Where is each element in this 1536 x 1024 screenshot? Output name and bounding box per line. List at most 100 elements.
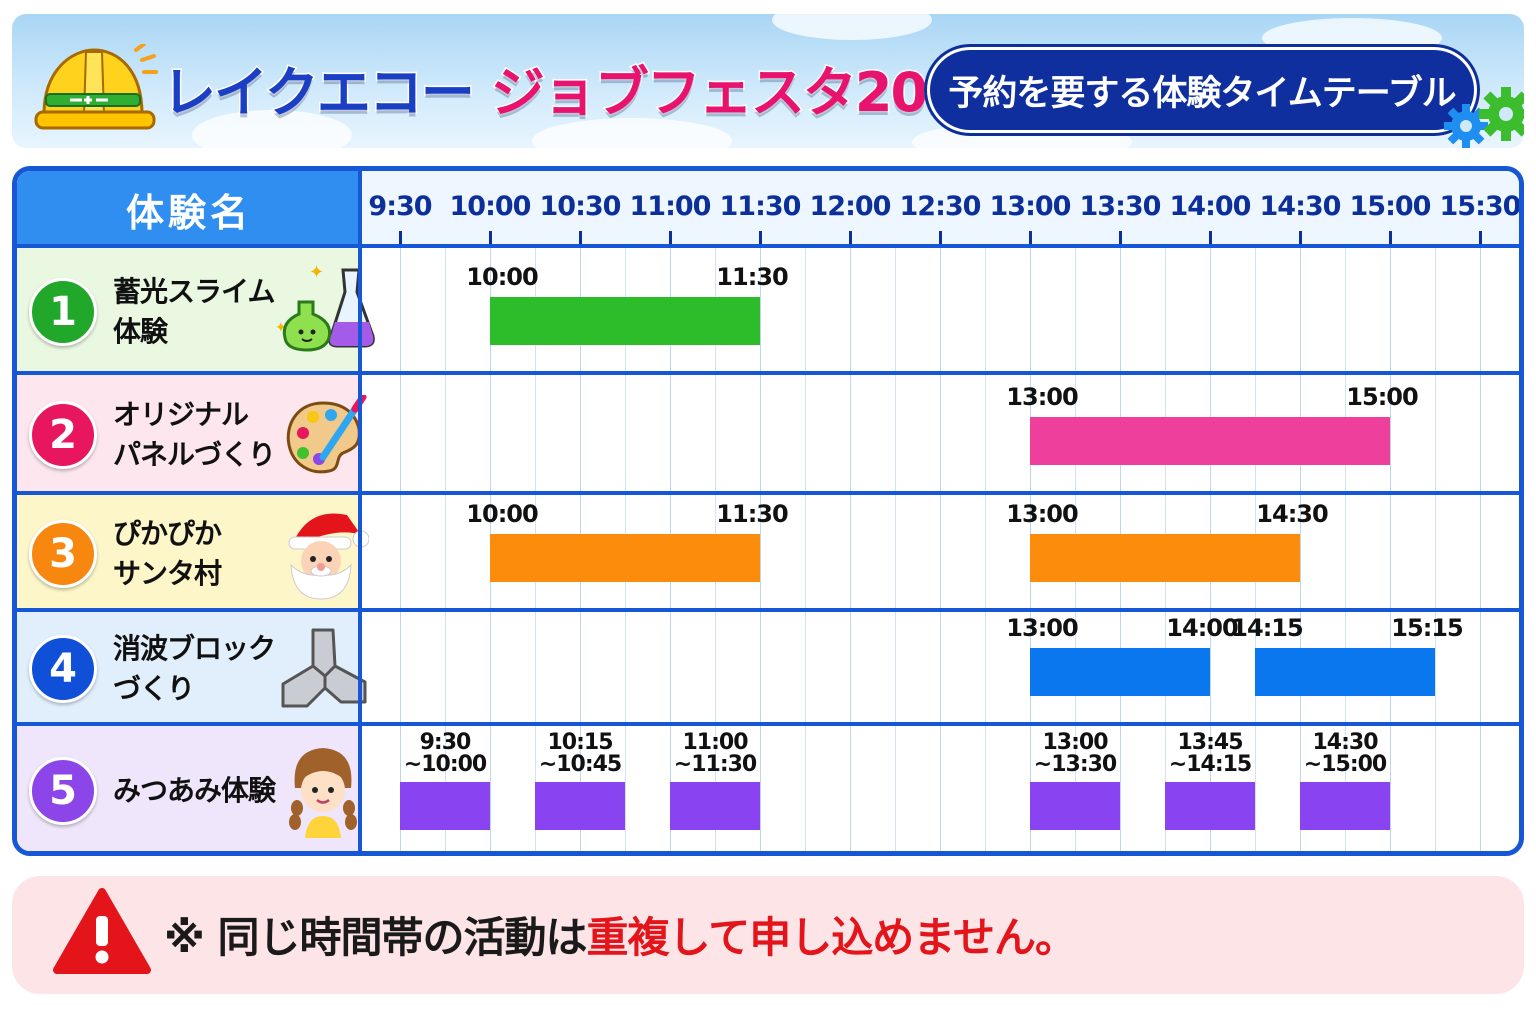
- activity-label-cell: 2 オリジナル パネルづくり: [17, 375, 367, 495]
- activity-name: オリジナル パネルづくり: [113, 398, 276, 471]
- session-start-label: 13:00: [1006, 383, 1078, 411]
- grid-line: [1300, 248, 1301, 851]
- row-divider: [17, 722, 1519, 726]
- session-bar: [1300, 782, 1390, 830]
- time-tick: [669, 231, 672, 247]
- time-tick: [759, 231, 762, 247]
- time-tick: [849, 231, 852, 247]
- time-label: 13:30: [1079, 191, 1162, 222]
- session-bar: [1030, 534, 1300, 582]
- title-main: レイクエコー: [161, 59, 477, 125]
- activity-name: 蓄光スライム 体験: [113, 274, 275, 348]
- grid-line: [895, 248, 896, 851]
- tetrapod-icon: [279, 626, 369, 716]
- session-end-label: 15:00: [1346, 383, 1418, 411]
- time-tick: [939, 231, 942, 247]
- time-label: 15:00: [1349, 191, 1432, 222]
- event-title: レイクエコー ジョブフェスタ2026: [161, 42, 1001, 132]
- paint-palette-icon: [283, 393, 369, 485]
- session-time-label: 13:00 ~13:30: [1033, 730, 1117, 777]
- activity-row: 2 オリジナル パネルづくり 13:00 15:00: [17, 371, 1519, 495]
- timetable-badge: 予約を要する体験タイムテーブル: [924, 44, 1480, 136]
- time-label: 9:30: [368, 191, 432, 222]
- session-time-label: 13:45 ~14:15: [1168, 730, 1252, 777]
- grid-line: [805, 248, 806, 851]
- activity-row: 4 消波ブロック づくり 13:00 14:00 14:15 15:15: [17, 608, 1519, 726]
- row-divider: [17, 491, 1519, 495]
- session-start-label: 10:00: [466, 500, 538, 528]
- grid-line: [940, 248, 941, 851]
- grid-line: [985, 248, 986, 851]
- time-tick: [1479, 231, 1482, 247]
- time-tick: [1119, 231, 1122, 247]
- activity-label-cell: 3 ぴかぴか サンタ村: [17, 495, 370, 612]
- row-divider: [17, 244, 1519, 248]
- time-tick: [489, 231, 492, 247]
- time-tick: [399, 231, 402, 247]
- activity-number-badge: 2: [29, 401, 97, 469]
- column-divider: [358, 171, 362, 851]
- title-sub: ジョブフェスタ2026: [489, 59, 1000, 125]
- activity-label-cell: 4 消波ブロック づくり: [17, 612, 367, 726]
- gears-icon: [1444, 87, 1524, 148]
- time-label: 14:00: [1169, 191, 1252, 222]
- session-bar: [490, 534, 760, 582]
- timetable: 体験名 9:30 10:00 10:30 11:00 11:30 12:00 12:30 13…: [12, 166, 1524, 856]
- time-label: 11:30: [719, 191, 802, 222]
- grid-line: [760, 248, 761, 851]
- session-end-label: 15:15: [1391, 614, 1463, 642]
- santa-icon: [279, 505, 370, 605]
- helmet-icon: [34, 44, 158, 130]
- session-end-label: 14:30: [1256, 500, 1328, 528]
- time-tick: [1209, 231, 1212, 247]
- session-bar: [1030, 417, 1390, 465]
- grid-line: [1345, 248, 1346, 851]
- activity-number-badge: 1: [29, 277, 97, 346]
- grid-line: [1435, 248, 1436, 851]
- session-time-label: 11:00 ~11:30: [673, 730, 757, 777]
- grid-line: [850, 248, 851, 851]
- session-bar: [1030, 782, 1120, 830]
- session-start-label: 10:00: [466, 263, 538, 291]
- badge-label: 予約を要する体験タイムテーブル: [930, 50, 1474, 130]
- warning-icon: [53, 888, 151, 974]
- row-divider: [17, 608, 1519, 612]
- grid-line: [1390, 248, 1391, 851]
- session-start-label: 13:00: [1006, 500, 1078, 528]
- name-column-header: 体験名: [17, 171, 361, 247]
- notice-text: ※ 同じ時間帯の活動は重複して申し込めません。: [164, 904, 1077, 965]
- session-start-label: 14:15: [1231, 614, 1303, 642]
- time-axis-header: 9:30 10:00 10:30 11:00 11:30 12:00 12:30 13:00 1…: [361, 171, 1519, 247]
- session-end-label: 11:30: [716, 263, 788, 291]
- time-label: 10:00: [449, 191, 532, 222]
- session-end-label: 11:30: [716, 500, 788, 528]
- activity-number-badge: 4: [29, 635, 97, 703]
- session-bar: [535, 782, 625, 830]
- session-bar: [1030, 648, 1210, 696]
- girl-braids-icon: [283, 740, 363, 844]
- activity-number-badge: 3: [29, 519, 97, 588]
- svg-text:✦: ✦: [309, 262, 324, 283]
- session-time-label: 9:30 ~10:00: [403, 730, 487, 777]
- session-bar: [490, 297, 760, 345]
- slime-flask-icon: ✦ ✦: [273, 262, 383, 356]
- time-label: 15:30: [1439, 191, 1521, 222]
- notice-emphasis: 重複して申し込めません。: [586, 913, 1076, 962]
- notice-banner: ※ 同じ時間帯の活動は重複して申し込めません。: [12, 876, 1524, 994]
- time-label: 13:00: [989, 191, 1072, 222]
- session-bar: [1165, 782, 1255, 830]
- activity-row: 5 みつあみ体験 9:30 ~10:00 10:15 ~10:45 11:00 ~11…: [17, 722, 1519, 851]
- activity-name: ぴかぴか サンタ村: [113, 516, 222, 590]
- grid-line: [445, 248, 446, 851]
- session-bar: [400, 782, 490, 830]
- activity-number-badge: 5: [29, 757, 97, 825]
- activity-label-cell: 1 蓄光スライム 体験 ✦ ✦: [17, 248, 375, 375]
- time-label: 12:00: [809, 191, 892, 222]
- session-time-label: 14:30 ~15:00: [1303, 730, 1387, 777]
- notice-prefix: ※ 同じ時間帯の活動は: [164, 913, 587, 962]
- activity-name: みつあみ体験: [113, 774, 276, 807]
- grid-line: [400, 248, 401, 851]
- header-banner: レイクエコー ジョブフェスタ2026 予約を要する体験タイムテーブル: [12, 14, 1524, 148]
- time-tick: [1299, 231, 1302, 247]
- activity-label-cell: 5 みつあみ体験: [17, 726, 358, 851]
